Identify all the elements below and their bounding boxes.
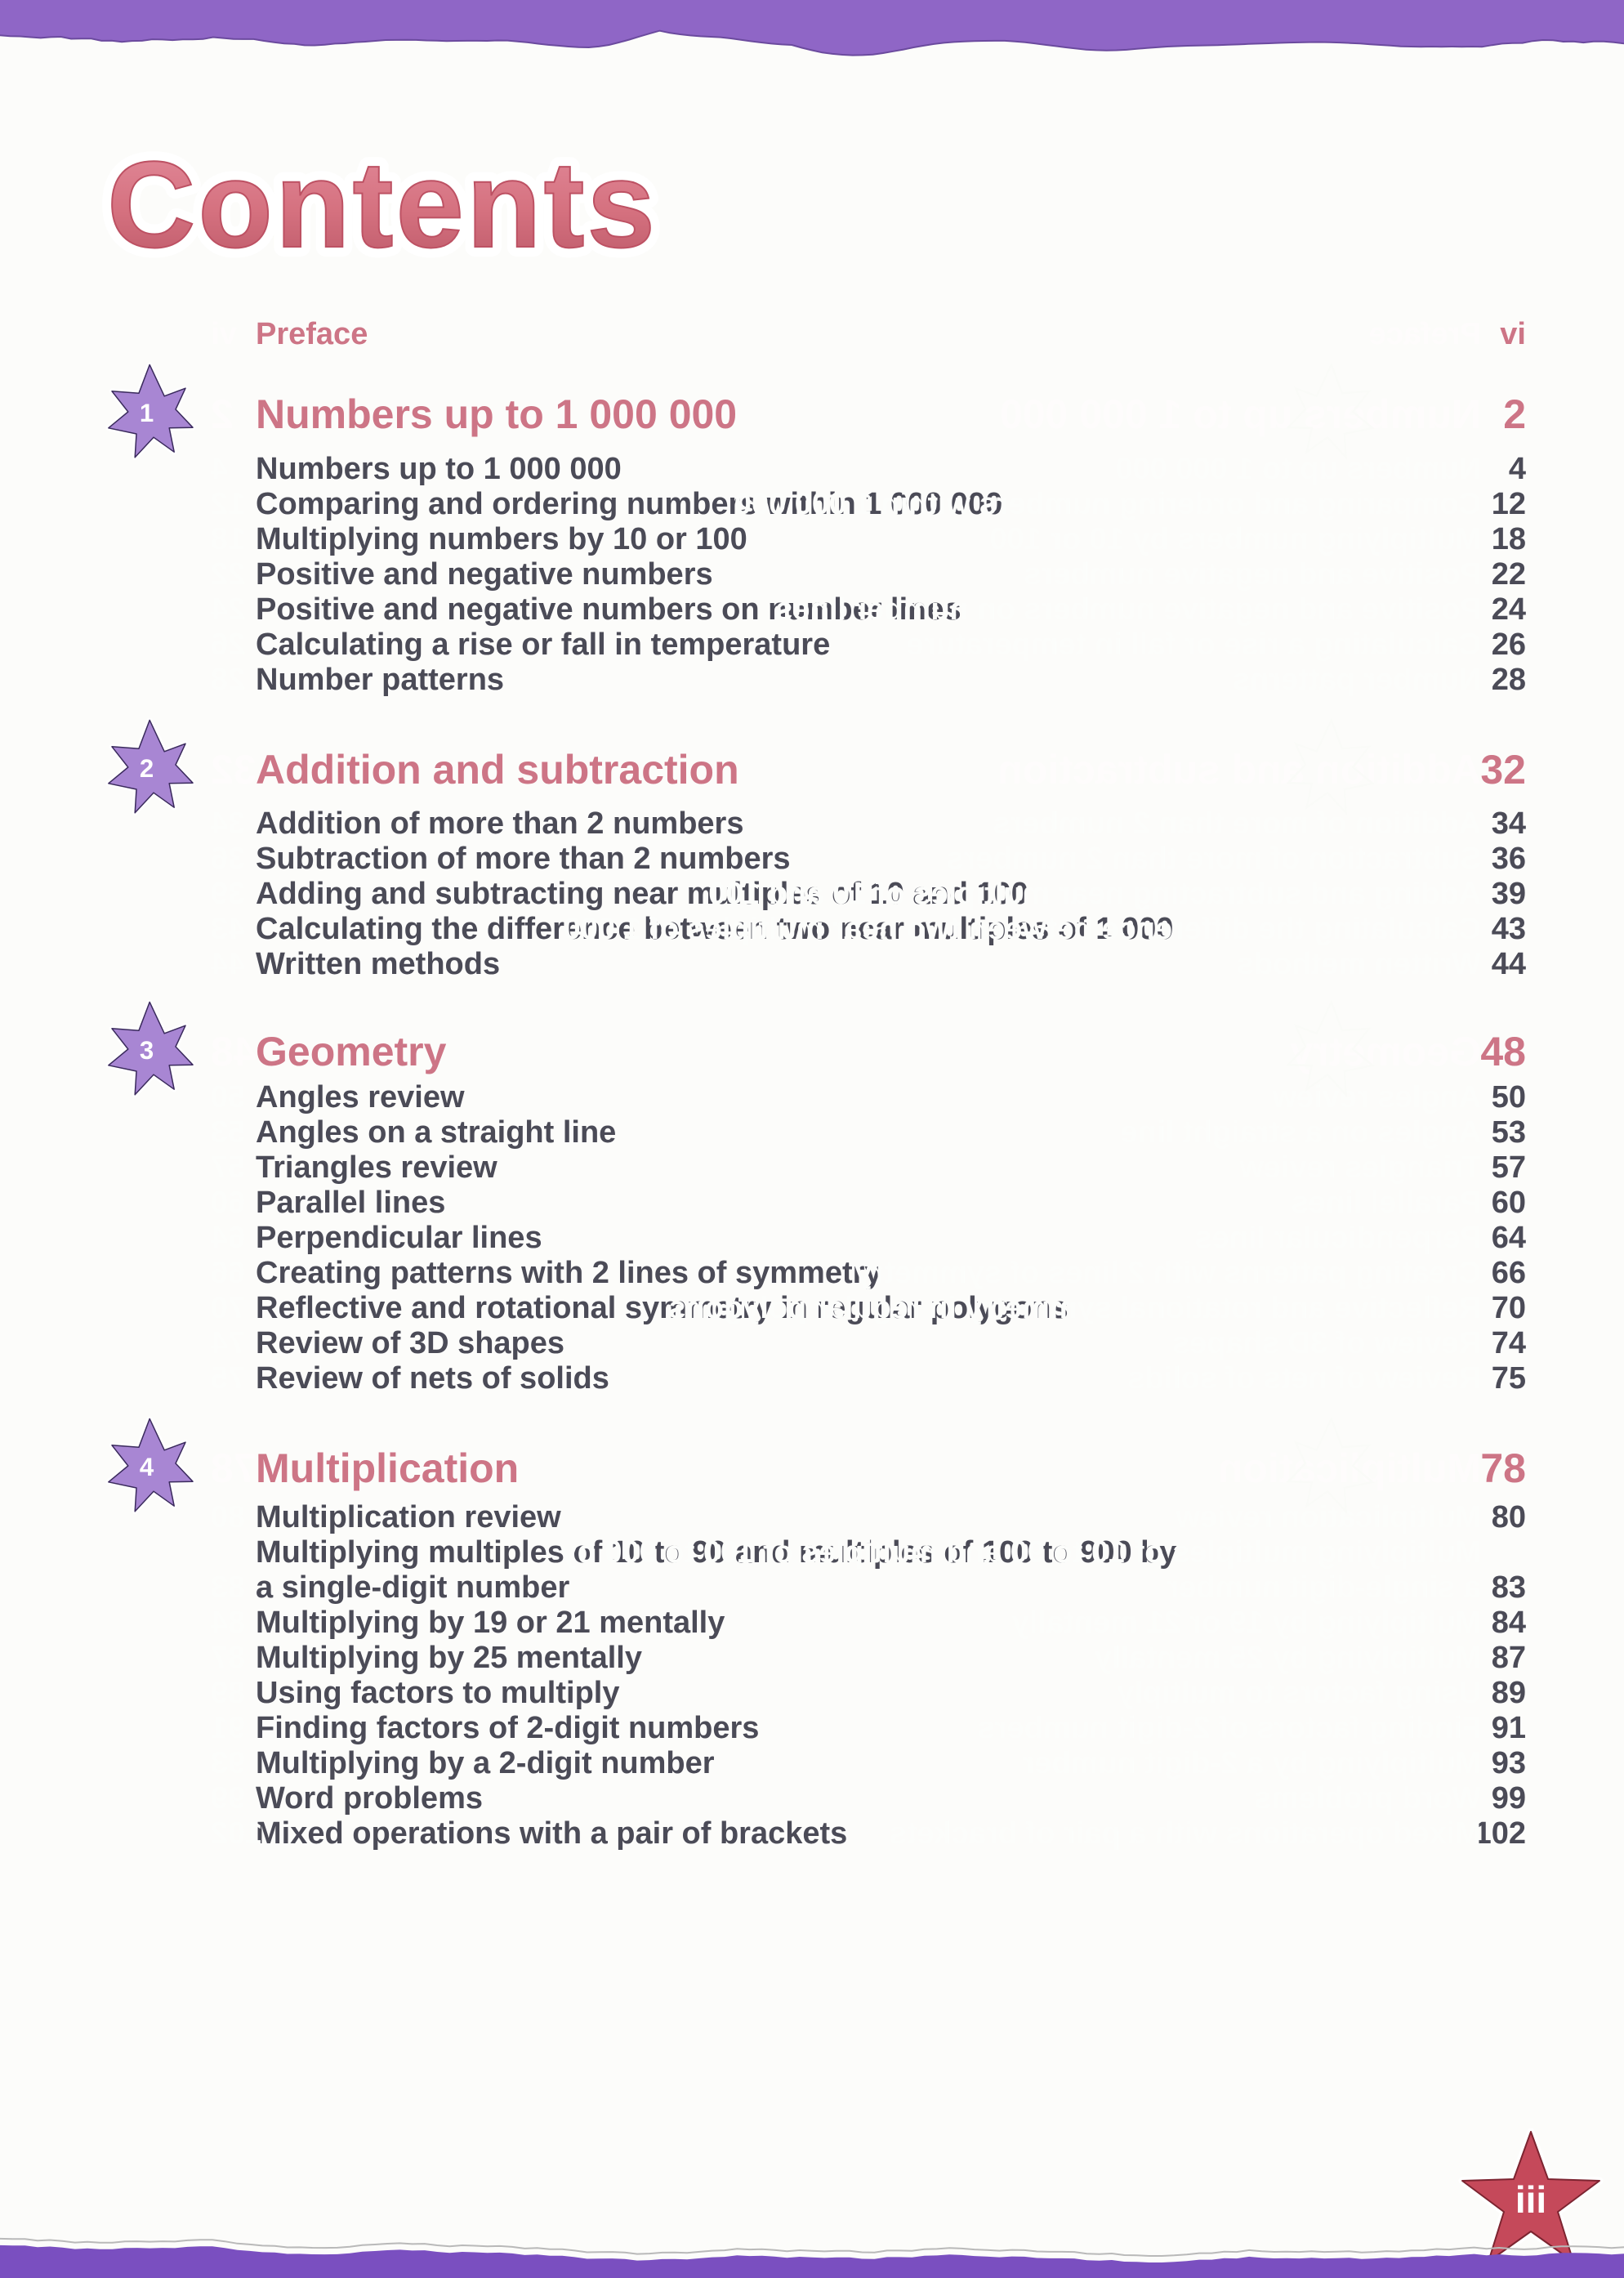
svg-text:iii: iii: [1515, 2178, 1546, 2221]
